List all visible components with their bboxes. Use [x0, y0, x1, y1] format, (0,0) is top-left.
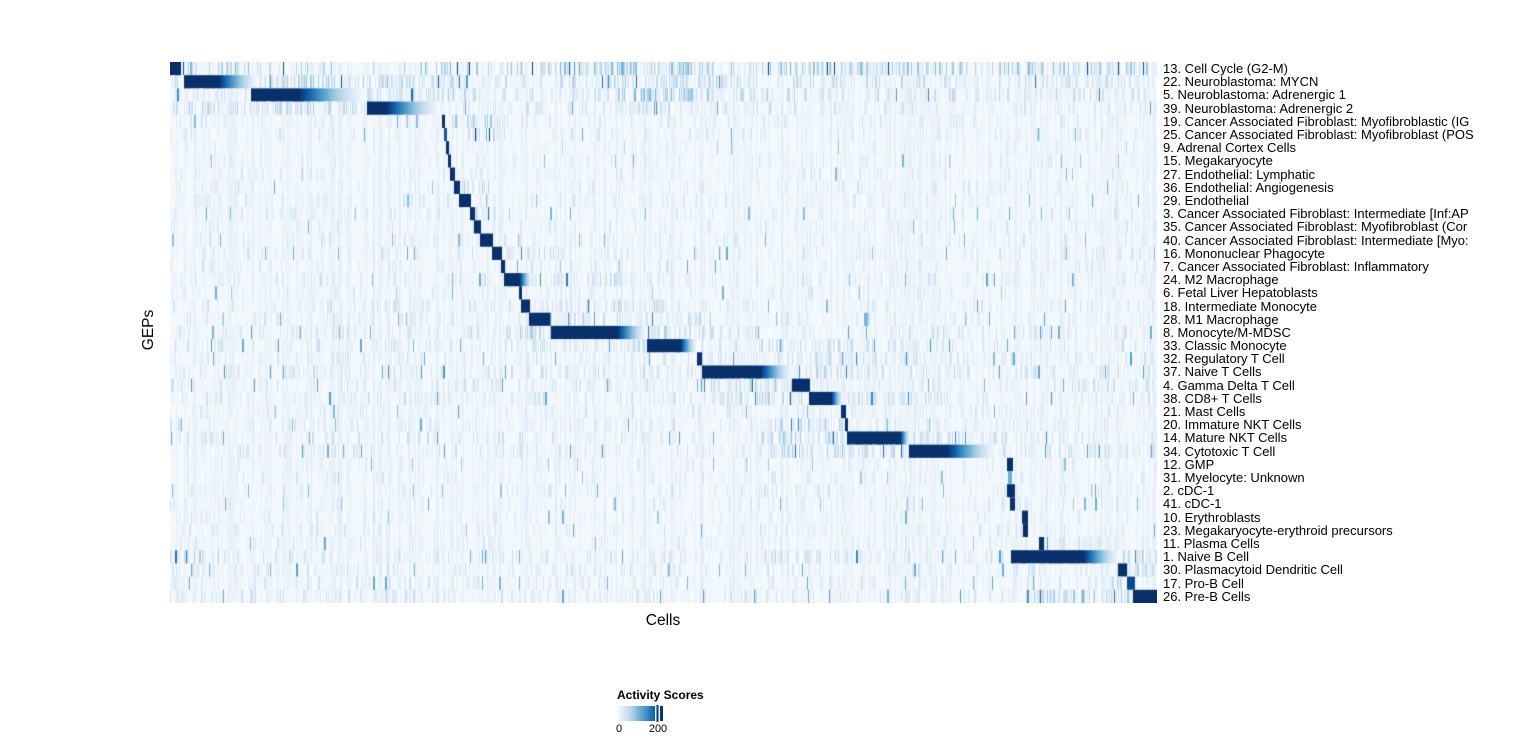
gep-row-label: 4. Gamma Delta T Cell — [1163, 377, 1295, 393]
gep-row-label: 10. Erythroblasts — [1163, 509, 1261, 525]
gep-row-label: 8. Monocyte/M-MDSC — [1163, 324, 1291, 340]
gep-row-label: 26. Pre-B Cells — [1163, 588, 1251, 603]
activity-scores-legend: Activity Scores 0 200 — [615, 688, 737, 740]
gep-row-label: 16. Mononuclear Phagocyte — [1163, 245, 1325, 261]
gep-row-label: 35. Cancer Associated Fibroblast: Myofib… — [1163, 219, 1468, 235]
gep-row-label: 37. Naive T Cells — [1163, 364, 1262, 380]
legend-colorbar — [617, 705, 663, 722]
gep-row-label: 7. Cancer Associated Fibroblast: Inflamm… — [1163, 258, 1429, 274]
gep-row-label: 11. Plasma Cells — [1163, 536, 1260, 552]
gep-row-label: 28. M1 Macrophage — [1163, 311, 1279, 327]
y-axis-label: GEPs — [140, 309, 157, 351]
gep-row-label: 34. Cytotoxic T Cell — [1163, 443, 1276, 459]
gep-row-label: 1. Naive B Cell — [1163, 549, 1249, 565]
gep-row-label: 30. Plasmacytoid Dendritic Cell — [1163, 562, 1343, 578]
gep-row-label: 32. Regulatory T Cell — [1163, 351, 1285, 367]
gep-row-label: 18. Intermediate Monocyte — [1163, 298, 1317, 314]
gep-row-label: 31. Myelocyte: Unknown — [1163, 470, 1305, 486]
gep-row-label: 27. Endothelial: Lymphatic — [1163, 166, 1316, 182]
gep-row-label: 9. Adrenal Cortex Cells — [1163, 140, 1296, 156]
gep-row-label: 3. Cancer Associated Fibroblast: Interme… — [1163, 206, 1469, 222]
gep-row-label: 22. Neuroblastoma: MYCN — [1163, 74, 1319, 90]
heatmap-canvas — [170, 62, 1157, 603]
gep-row-label: 6. Fetal Liver Hepatoblasts — [1163, 285, 1318, 301]
legend-tick-mark — [655, 705, 661, 722]
legend-tick-label-200: 200 — [648, 723, 668, 735]
legend-tick-label-0: 0 — [615, 723, 623, 735]
gep-row-label: 40. Cancer Associated Fibroblast: Interm… — [1163, 232, 1469, 248]
gep-row-label: 17. Pro-B Cell — [1163, 575, 1244, 591]
gep-row-label: 20. Immature NKT Cells — [1163, 417, 1302, 433]
gep-row-label: 13. Cell Cycle (G2-M) — [1163, 62, 1288, 76]
x-axis-label: Cells — [645, 612, 681, 629]
gep-row-label: 41. cDC-1 — [1163, 496, 1222, 512]
gep-row-labels: 13. Cell Cycle (G2-M) 22. Neuroblastoma: … — [1163, 62, 1540, 603]
legend-tick-labels: 0 200 — [615, 723, 737, 737]
gep-row-label: 12. GMP — [1163, 456, 1215, 472]
legend-title: Activity Scores — [617, 688, 704, 702]
gep-row-label: 36. Endothelial: Angiogenesis — [1163, 179, 1334, 195]
gep-row-label: 38. CD8+ T Cells — [1163, 390, 1262, 406]
gep-row-label: 25. Cancer Associated Fibroblast: Myofib… — [1163, 126, 1474, 142]
gep-row-label: 2. cDC-1 — [1163, 483, 1215, 499]
gep-row-label: 33. Classic Monocyte — [1163, 338, 1287, 354]
gep-row-label: 15. Megakaryocyte — [1163, 153, 1273, 169]
gep-row-label: 19. Cancer Associated Fibroblast: Myofib… — [1163, 113, 1470, 129]
gep-row-label: 14. Mature NKT Cells — [1163, 430, 1288, 446]
gep-row-label: 5. Neuroblastoma: Adrenergic 1 — [1163, 87, 1346, 103]
gep-row-label: 21. Mast Cells — [1163, 404, 1246, 420]
gep-row-label: 24. M2 Macrophage — [1163, 272, 1279, 288]
gep-row-label: 39. Neuroblastoma: Adrenergic 2 — [1163, 100, 1354, 116]
gep-row-label: 29. Endothelial — [1163, 192, 1250, 208]
gep-row-label: 23. Megakaryocyte-erythroid precursors — [1163, 522, 1393, 538]
